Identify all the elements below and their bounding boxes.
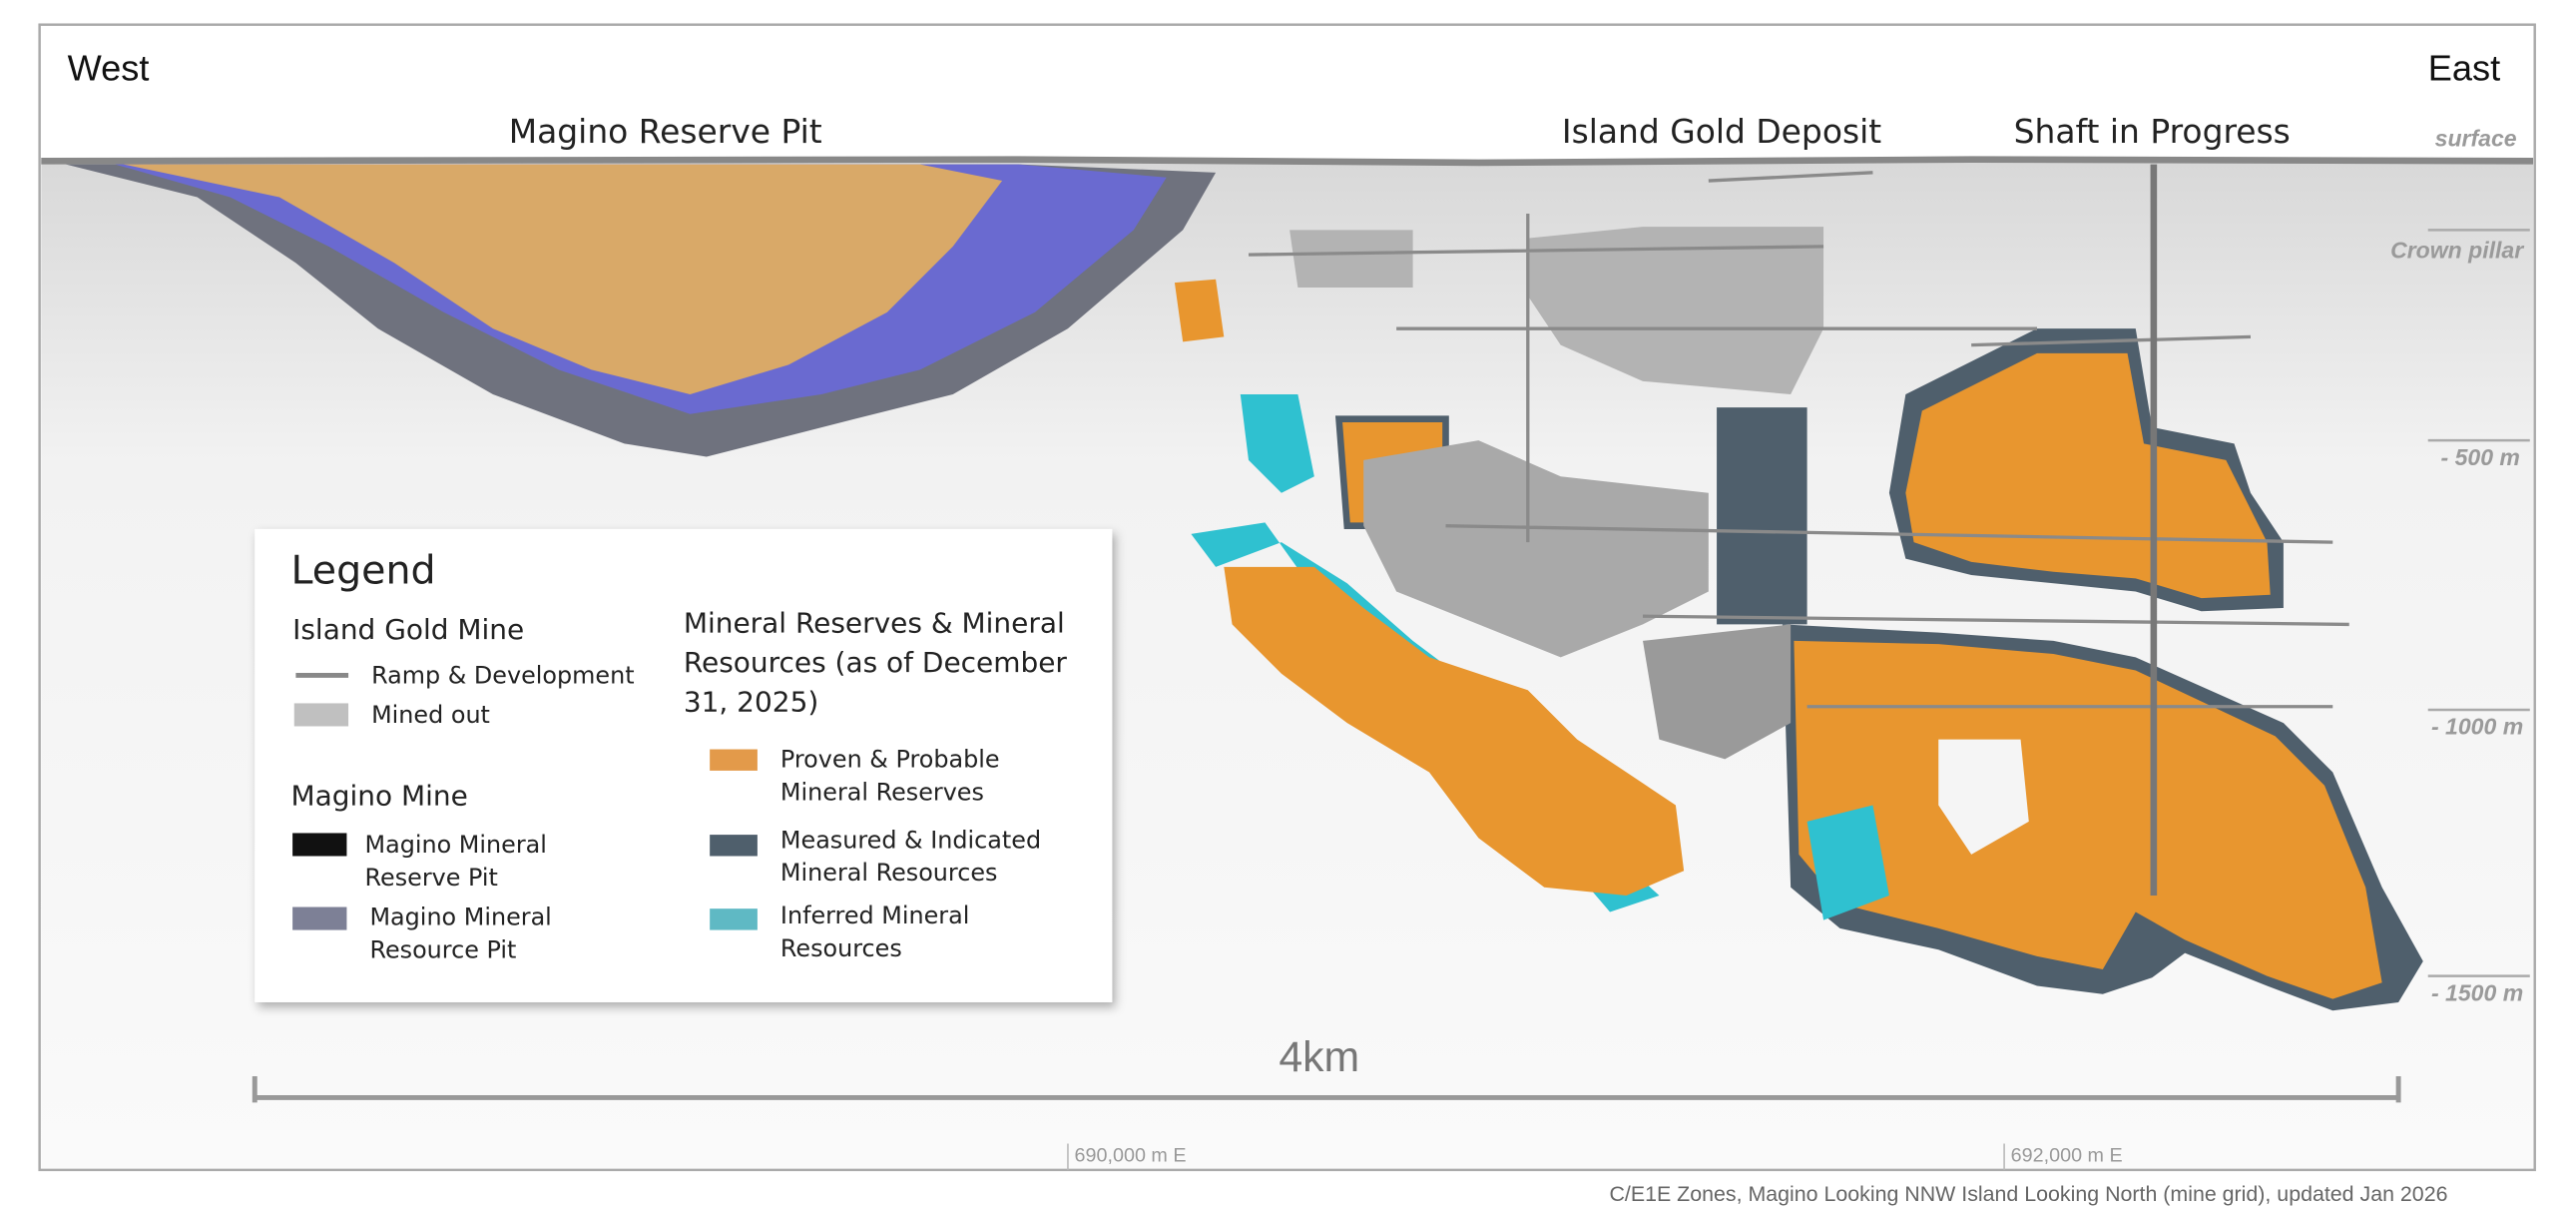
legend-item: Mined out — [371, 701, 490, 729]
easting-label: 690,000 m E — [1075, 1145, 1187, 1167]
legend-item: Inferred Mineral Resources — [780, 902, 969, 962]
inferred — [1240, 394, 1314, 493]
legend-item: Ramp & Development — [371, 662, 634, 690]
legend-item: Magino Mineral Reserve Pit — [365, 831, 547, 892]
reserves — [1174, 279, 1225, 342]
mined-out — [1527, 227, 1824, 395]
reserves — [1794, 640, 2382, 999]
legend-item: Measured & Indicated Mineral Resources — [780, 826, 1041, 887]
mined-out — [1643, 624, 1792, 760]
depth-label: - 500 m — [2441, 444, 2520, 470]
legend-group: Mineral Reserves & Mineral Resources (as … — [684, 607, 1068, 719]
depth-label: Crown pillar — [2390, 237, 2525, 263]
easting-label: 692,000 m E — [2011, 1145, 2123, 1167]
pit-label: Magino Reserve Pit — [509, 112, 822, 151]
swatch-reserves — [710, 749, 758, 771]
scale-label: 4km — [1279, 1033, 1359, 1081]
caption: C/E1E Zones, Magino Looking NNW Island L… — [1609, 1182, 2447, 1206]
mined-out — [1289, 230, 1413, 289]
surface-line — [41, 156, 2534, 167]
legend-item: Magino Mineral Resource Pit — [369, 904, 551, 964]
ramp-development — [1248, 171, 2349, 709]
depth-label: surface — [2435, 125, 2517, 151]
measured — [1717, 407, 1807, 625]
depth-label: - 1000 m — [2431, 714, 2523, 740]
swatch-measured — [710, 835, 758, 857]
swatch-inferred — [710, 908, 758, 930]
mined-out — [1363, 440, 1709, 658]
reserves — [1224, 566, 1685, 896]
west-label: West — [68, 48, 150, 89]
legend-group: Magino Mine — [290, 779, 467, 812]
scale-bar — [252, 1076, 2401, 1103]
depth-ticks — [2427, 229, 2530, 977]
shaft-label: Shaft in Progress — [2014, 112, 2291, 151]
east-label: East — [2428, 48, 2500, 89]
inferred — [1806, 805, 1889, 920]
legend: Legend Island Gold Mine Ramp & Developme… — [255, 528, 1113, 1002]
swatch-resource-pit — [292, 907, 347, 930]
pit-reserve — [123, 164, 1003, 395]
legend-group: Island Gold Mine — [292, 613, 524, 646]
legend-title: Legend — [290, 547, 435, 593]
swatch-reserve-pit — [292, 833, 347, 857]
gap — [1938, 739, 2029, 855]
legend-item: Proven & Probable Mineral Reserves — [780, 746, 1000, 807]
depth-label: - 1500 m — [2431, 979, 2523, 1005]
legend-box — [255, 528, 1113, 1002]
swatch-mined — [293, 703, 349, 727]
deposit-label: Island Gold Deposit — [1562, 112, 1881, 151]
